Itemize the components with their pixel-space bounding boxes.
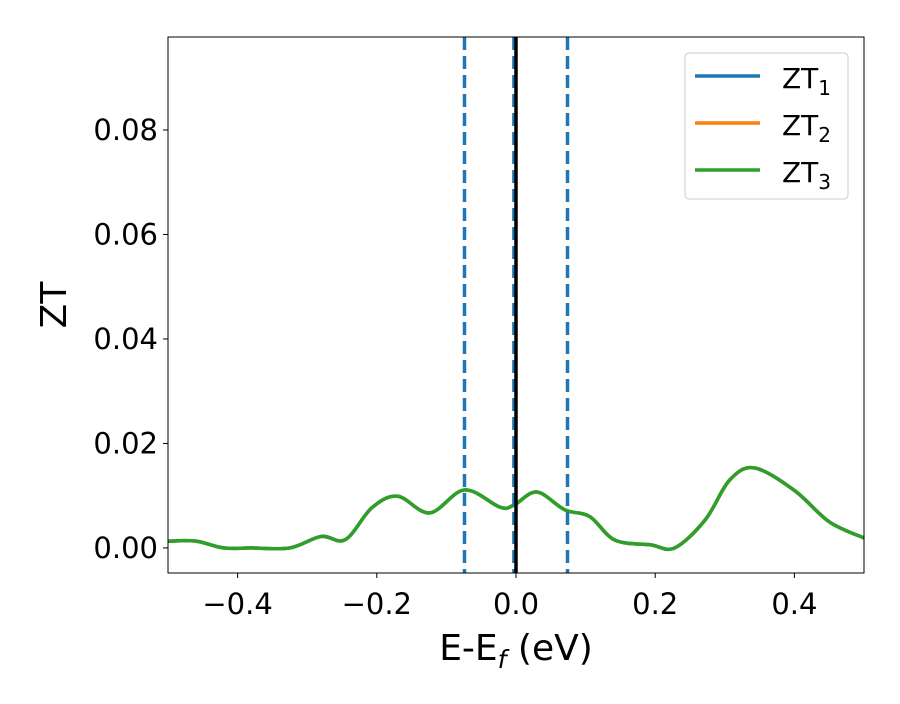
y-axis-label: ZT bbox=[34, 281, 75, 329]
y-tick-label: 0.02 bbox=[93, 426, 158, 460]
legend-label-zt3: ZT3 bbox=[782, 156, 831, 194]
x-tick-label: −0.2 bbox=[342, 587, 412, 621]
y-tick-label: 0.06 bbox=[93, 217, 158, 251]
y-tick-label: 0.00 bbox=[93, 531, 158, 565]
y-tick-label: 0.04 bbox=[93, 322, 158, 356]
x-tick-label: 0.4 bbox=[771, 587, 817, 621]
vertical-lines bbox=[462, 37, 570, 573]
legend: ZT1 ZT2 ZT3 bbox=[684, 52, 849, 200]
y-tick-label: 0.08 bbox=[93, 113, 158, 147]
legend-frame bbox=[684, 52, 849, 200]
x-tick-label: 0.2 bbox=[632, 587, 678, 621]
x-tick-label: 0.0 bbox=[493, 587, 539, 621]
x-axis-label: E-Ef (eV) bbox=[439, 628, 593, 674]
x-tick-label: −0.4 bbox=[202, 587, 272, 621]
x-axis: −0.4 −0.2 0.0 0.2 0.4 bbox=[202, 573, 817, 621]
y-axis: 0.00 0.02 0.04 0.06 0.08 bbox=[93, 113, 168, 565]
legend-label-zt2: ZT2 bbox=[782, 109, 831, 147]
legend-label-zt1: ZT1 bbox=[782, 62, 831, 100]
